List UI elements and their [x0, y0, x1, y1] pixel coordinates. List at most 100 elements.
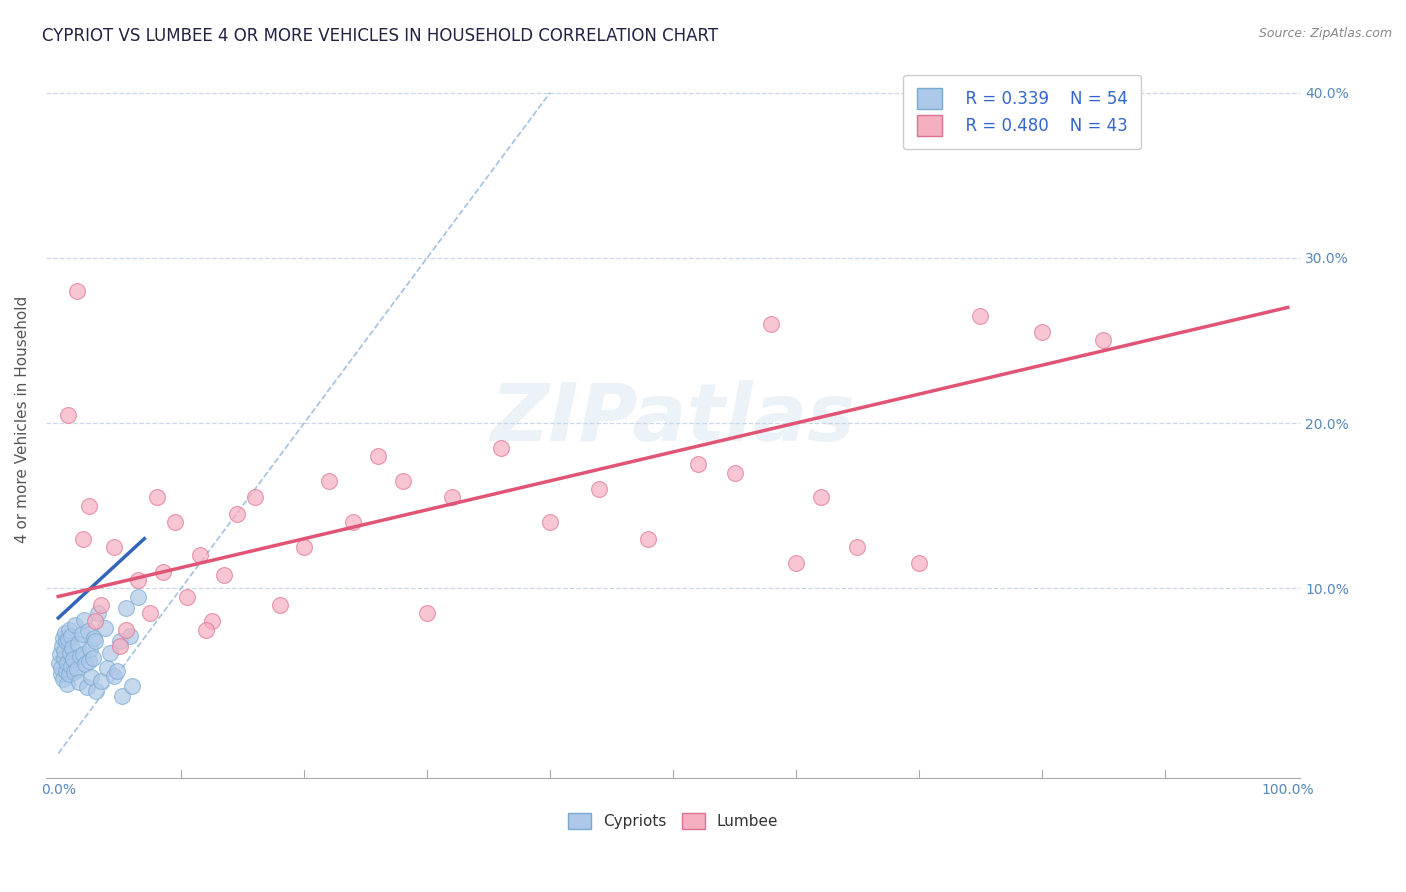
- Point: [1092, 334, 1115, 348]
- Point: [84, 615, 107, 629]
- Point: [139, 606, 162, 620]
- Point: [69, 648, 91, 663]
- Point: [76, 624, 98, 639]
- Point: [49, 667, 72, 681]
- Point: [194, 623, 217, 637]
- Point: [66, 637, 89, 651]
- Point: [53, 625, 76, 640]
- Point: [103, 669, 125, 683]
- Point: [115, 601, 138, 615]
- Point: [48, 656, 70, 670]
- Point: [489, 441, 512, 455]
- Point: [108, 634, 131, 648]
- Point: [90, 673, 112, 688]
- Point: [188, 548, 211, 562]
- Point: [391, 474, 413, 488]
- Point: [637, 532, 659, 546]
- Point: [86, 683, 108, 698]
- Point: [846, 540, 869, 554]
- Point: [269, 598, 291, 612]
- Point: [60, 640, 83, 655]
- Point: [127, 573, 149, 587]
- Point: [51, 639, 73, 653]
- Text: ZIPatlas: ZIPatlas: [491, 380, 855, 458]
- Point: [723, 466, 745, 480]
- Point: [55, 664, 77, 678]
- Point: [56, 656, 79, 670]
- Legend: Cypriots, Lumbee: Cypriots, Lumbee: [562, 807, 785, 835]
- Point: [84, 634, 107, 648]
- Point: [67, 675, 90, 690]
- Point: [56, 408, 79, 422]
- Point: [225, 507, 247, 521]
- Point: [111, 689, 134, 703]
- Point: [318, 474, 340, 488]
- Point: [86, 606, 108, 620]
- Point: [56, 677, 79, 691]
- Point: [80, 670, 103, 684]
- Point: [121, 679, 143, 693]
- Point: [55, 634, 77, 648]
- Text: CYPRIOT VS LUMBEE 4 OR MORE VEHICLES IN HOUSEHOLD CORRELATION CHART: CYPRIOT VS LUMBEE 4 OR MORE VEHICLES IN …: [42, 27, 718, 45]
- Point: [686, 458, 709, 472]
- Point: [59, 646, 82, 660]
- Point: [59, 659, 82, 673]
- Point: [105, 664, 128, 678]
- Point: [127, 590, 149, 604]
- Point: [49, 648, 72, 662]
- Point: [176, 590, 198, 604]
- Point: [96, 660, 118, 674]
- Point: [761, 317, 783, 331]
- Point: [90, 598, 112, 612]
- Point: [51, 660, 73, 674]
- Point: [58, 667, 80, 681]
- Point: [73, 613, 96, 627]
- Point: [65, 617, 87, 632]
- Point: [52, 650, 75, 665]
- Point: [908, 557, 931, 571]
- Point: [83, 631, 105, 645]
- Point: [969, 309, 991, 323]
- Point: [79, 642, 101, 657]
- Point: [76, 681, 98, 695]
- Point: [342, 515, 364, 529]
- Point: [77, 654, 100, 668]
- Point: [108, 639, 131, 653]
- Point: [588, 482, 610, 496]
- Point: [58, 623, 80, 637]
- Point: [367, 449, 389, 463]
- Point: [53, 644, 76, 658]
- Point: [52, 672, 75, 686]
- Point: [72, 532, 94, 546]
- Point: [63, 665, 86, 680]
- Point: [56, 632, 79, 647]
- Point: [785, 557, 807, 571]
- Point: [77, 499, 100, 513]
- Point: [62, 652, 84, 666]
- Point: [66, 662, 89, 676]
- Point: [212, 568, 235, 582]
- Point: [810, 491, 832, 505]
- Point: [60, 629, 83, 643]
- Point: [416, 606, 439, 620]
- Point: [98, 646, 121, 660]
- Point: [292, 540, 315, 554]
- Point: [165, 515, 187, 529]
- Point: [538, 515, 561, 529]
- Point: [115, 623, 138, 637]
- Point: [440, 491, 463, 505]
- Point: [1031, 325, 1053, 339]
- Point: [66, 284, 89, 298]
- Point: [75, 657, 97, 672]
- Text: Source: ZipAtlas.com: Source: ZipAtlas.com: [1258, 27, 1392, 40]
- Point: [94, 621, 117, 635]
- Point: [152, 565, 174, 579]
- Point: [82, 650, 104, 665]
- Point: [145, 491, 167, 505]
- Y-axis label: 4 or more Vehicles in Household: 4 or more Vehicles in Household: [15, 295, 30, 542]
- Point: [70, 627, 93, 641]
- Point: [103, 540, 125, 554]
- Point: [201, 615, 224, 629]
- Point: [72, 648, 94, 662]
- Point: [243, 491, 266, 505]
